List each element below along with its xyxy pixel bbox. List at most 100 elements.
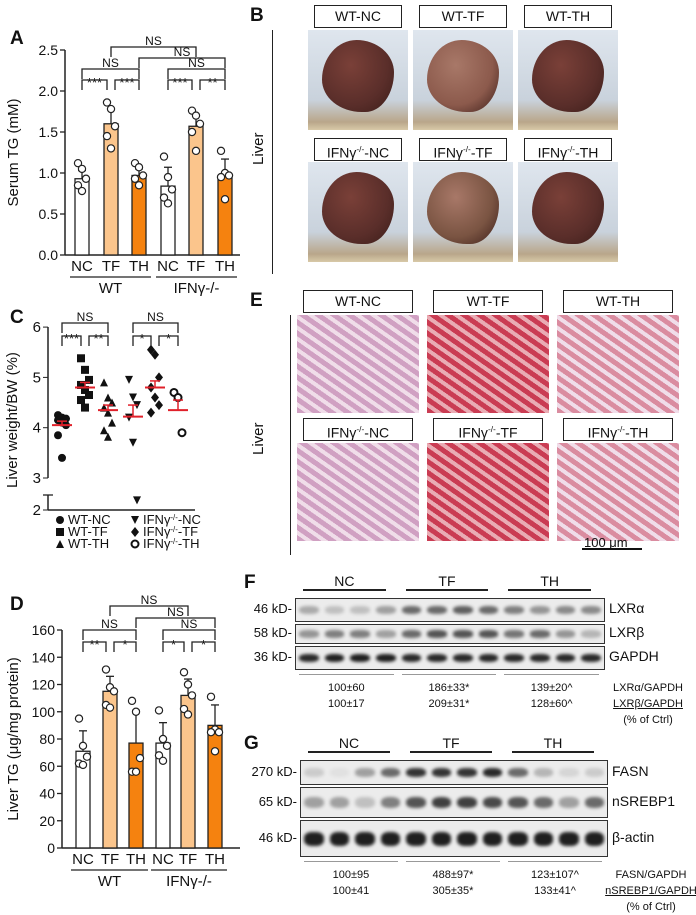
protein-band <box>427 605 447 615</box>
significance-label: *** <box>64 331 79 346</box>
side-bracket-line <box>272 30 273 274</box>
y-tick-label: 0.0 <box>39 247 59 263</box>
data-point <box>78 760 88 770</box>
data-point <box>183 680 193 689</box>
liver-photo <box>413 30 513 130</box>
significance-label: NS <box>188 56 205 70</box>
molecular-weight-label: 270 kD- <box>251 763 297 779</box>
data-point <box>154 751 164 760</box>
data-point <box>74 714 84 723</box>
y-tick-label: 160 <box>32 622 56 638</box>
protein-label: LXRβ <box>609 624 645 640</box>
protein-band <box>559 796 579 809</box>
protein-band <box>555 605 576 615</box>
data-point <box>131 707 141 716</box>
data-point <box>183 710 193 719</box>
protein-band <box>427 653 447 663</box>
lane-group-th: TH <box>508 573 591 591</box>
panel-label-a: A <box>10 28 24 49</box>
protein-label: LXRα <box>609 600 645 616</box>
protein-band <box>555 653 576 663</box>
marker-square <box>77 354 85 363</box>
significance-bracket <box>109 605 189 616</box>
marker-square <box>77 380 85 389</box>
protein-band <box>533 796 553 809</box>
marker-diamond <box>147 344 155 355</box>
protein-band <box>530 605 550 615</box>
y-tick-label: 6 <box>33 319 41 336</box>
significance-label: * <box>122 637 127 652</box>
protein-band <box>401 630 422 638</box>
data-point <box>158 756 168 766</box>
marker-diamond <box>155 372 163 383</box>
group-label: IFNγ-/- <box>166 873 212 890</box>
data-point <box>135 753 145 763</box>
protein-band <box>350 605 370 615</box>
protein-band <box>380 767 400 778</box>
marker-triangle-up <box>104 408 112 417</box>
condition-header: WT-TH <box>563 290 673 313</box>
marker-triangle-down <box>125 413 133 422</box>
data-point <box>102 98 112 107</box>
marker-triangle-up <box>108 418 116 427</box>
quant-underline <box>299 674 394 675</box>
data-point <box>101 665 111 674</box>
marker-square <box>81 403 89 412</box>
data-point <box>179 668 189 677</box>
marker-square <box>85 375 93 384</box>
x-tick-label: TF <box>102 258 120 275</box>
significance-label: NS <box>102 56 119 70</box>
protein-band <box>530 630 550 638</box>
data-point <box>158 734 168 744</box>
y-tick-label: 100 <box>32 704 56 720</box>
data-point <box>167 185 177 194</box>
data-point <box>216 172 226 182</box>
data-point <box>77 164 87 174</box>
y-tick-label: 3 <box>33 470 41 487</box>
liver-photo <box>308 30 408 130</box>
bar-th <box>217 175 233 256</box>
data-point <box>216 146 226 156</box>
molecular-weight-label: 36 kD- <box>253 649 292 664</box>
liver-photo <box>518 30 618 130</box>
protein-band <box>581 605 601 615</box>
group-label: WT <box>98 873 121 890</box>
significance-bracket <box>114 79 140 90</box>
data-point <box>191 111 201 120</box>
panel-label-g: G <box>244 733 259 754</box>
protein-band <box>555 630 576 638</box>
protein-band <box>350 630 370 638</box>
marker-triangle-up <box>104 432 112 441</box>
y-tick-label: 40 <box>39 786 55 802</box>
significance-bracket <box>167 79 193 90</box>
bar-chart-D: 0 20 40 60 80 100 120 140 160 Liver TG (μg/mg pro… <box>5 593 240 890</box>
protein-band <box>530 653 550 663</box>
protein-band <box>431 831 451 846</box>
protein-band <box>324 630 345 638</box>
protein-band <box>329 767 349 778</box>
lane-group-tf: TF <box>410 735 492 753</box>
protein-band <box>355 796 375 809</box>
condition-header: WT-TF <box>419 5 507 28</box>
significance-bracket <box>81 79 108 90</box>
molecular-weight-label: 46 kD- <box>253 601 292 616</box>
bar-tf <box>102 690 118 849</box>
marker-triangle-down <box>131 516 139 524</box>
marker-open-circle <box>130 539 140 549</box>
protein-band <box>508 831 528 846</box>
condition-header: IFNγ-/--TH <box>524 138 612 161</box>
y-tick-label: 4 <box>33 420 41 437</box>
quant-underline <box>504 674 599 675</box>
significance-label: * <box>201 637 206 652</box>
marker-square <box>81 385 89 394</box>
quant-legend: LXRα/GAPDH LXRβ/GAPDH (% of Ctrl) <box>613 682 683 726</box>
data-point <box>102 131 112 141</box>
data-point <box>82 752 92 761</box>
marker-triangle-up <box>56 540 64 548</box>
condition-header: IFNγ-/--TF <box>433 418 543 441</box>
panel-label-c: C <box>10 307 24 328</box>
liver-organ <box>322 40 394 112</box>
protein-band <box>329 796 349 809</box>
protein-band <box>478 653 499 663</box>
